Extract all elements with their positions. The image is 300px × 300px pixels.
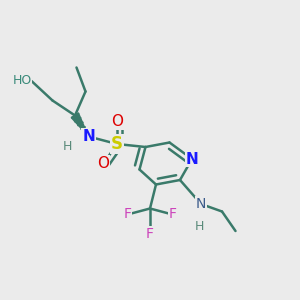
Polygon shape xyxy=(71,113,88,136)
Text: O: O xyxy=(111,114,123,129)
Text: S: S xyxy=(111,135,123,153)
Text: H: H xyxy=(195,220,204,233)
Text: F: F xyxy=(169,208,176,221)
Text: HO: HO xyxy=(12,74,32,88)
Text: F: F xyxy=(146,227,154,241)
Text: H: H xyxy=(63,140,72,154)
Text: N: N xyxy=(186,152,198,166)
Text: N: N xyxy=(82,129,95,144)
Text: N: N xyxy=(196,197,206,211)
Text: O: O xyxy=(98,156,110,171)
Text: F: F xyxy=(124,208,131,221)
